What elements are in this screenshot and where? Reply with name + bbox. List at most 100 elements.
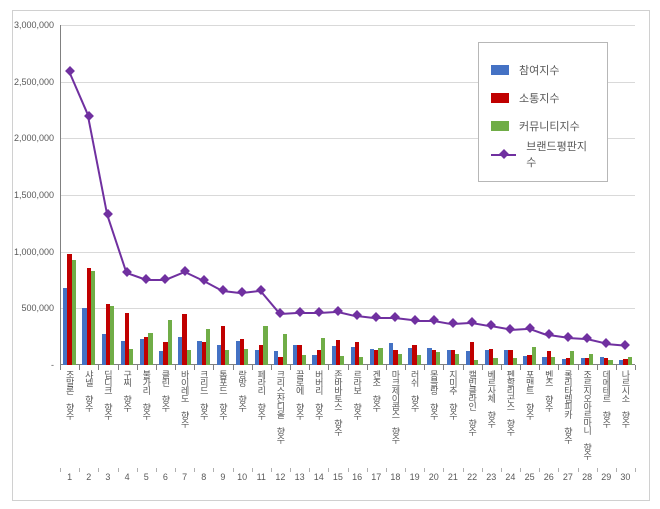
x-index-label: 26 [540,472,558,482]
x-category-label: 구찌 향수 [122,370,131,411]
bar-community [532,347,536,365]
x-index-label: 4 [118,472,136,482]
bar-community [340,356,344,365]
brand-marker [601,338,611,348]
chart-canvas: -500,0001,000,0001,500,0002,000,0002,500… [0,0,660,509]
legend-item-communication: 소통지수 [491,87,595,109]
legend-line-swatch [491,149,516,159]
x-index-label: 2 [80,472,98,482]
x-category-label: 버버리 향수 [314,370,323,419]
y-tick-label: 2,500,000 [0,77,54,87]
bar-community [187,350,191,365]
x-category-label: 지미추 향수 [448,370,457,419]
bar-community [168,320,172,365]
x-index-label: 25 [521,472,539,482]
x-index-label: 13 [291,472,309,482]
brand-marker [410,315,420,325]
x-category-label: 크리스찬디올 향수 [275,370,284,443]
y-tick-label: 3,000,000 [0,20,54,30]
bar-community [110,306,114,365]
x-category-label: 포맨트 향수 [525,370,534,419]
x-category-label: 벤츠 향수 [544,370,553,411]
x-category-label: 조말론 향수 [65,370,74,419]
brand-marker [352,310,362,320]
x-category-label: 데메테르 향수 [601,370,610,427]
x-index-label: 15 [329,472,347,482]
brand-marker [582,333,592,343]
x-index-label: 29 [597,472,615,482]
x-index-label: 5 [137,472,155,482]
bar-community [474,360,478,365]
x-index-label: 20 [425,472,443,482]
bar-community [72,260,76,365]
bar-community [148,333,152,365]
legend-label: 브랜드평판지수 [526,138,595,170]
bar-community [436,352,440,365]
x-index-label: 14 [310,472,328,482]
brand-marker [448,318,458,328]
x-category-label: 바이레도 향수 [180,370,189,427]
x-index-label: 6 [156,472,174,482]
x-index-label: 10 [233,472,251,482]
y-tick-label: 1,000,000 [0,247,54,257]
brand-marker [544,329,554,339]
brand-marker [275,308,285,318]
bar-community [263,326,267,365]
brand-marker [429,315,439,325]
x-index-label: 12 [271,472,289,482]
x-category-label: 나르시소 향수 [620,370,629,427]
x-index-label: 22 [463,472,481,482]
x-index-label: 28 [578,472,596,482]
brand-marker [371,312,381,322]
bar-community [589,354,593,365]
brand-line-segment [68,71,89,116]
legend-item-community: 커뮤니티지수 [491,115,595,137]
x-index-label: 17 [367,472,385,482]
bar-community [283,334,287,365]
brand-marker [563,332,573,342]
brand-marker [467,317,477,327]
x-category-label: 펜할리곤스 향수 [505,370,514,435]
brand-marker [620,340,630,350]
brand-line-segment [106,214,127,272]
x-index-label: 8 [195,472,213,482]
x-axis-numbers: 1234567891011121314151617181920212223242… [60,472,635,488]
brand-marker [390,312,400,322]
bar-community [91,271,95,365]
x-axis-labels: 조말론 향수샤넬 향수딥디크 향수구찌 향수불가리 향수클린 향수바이레도 향수… [60,370,635,465]
x-category-label: 클린 향수 [160,370,169,411]
bar-community [359,357,363,365]
brand-marker [103,209,113,219]
x-category-label: 르라보 향수 [352,370,361,419]
x-category-label: 톰포드 향수 [218,370,227,419]
bar-community [378,348,382,365]
legend-item-participation: 참여지수 [491,59,595,81]
bar-community [628,357,632,365]
x-index-label: 1 [61,472,79,482]
bar-community [398,354,402,365]
bar-community [608,360,612,365]
x-category-label: 크리드 향수 [199,370,208,419]
x-index-label: 21 [444,472,462,482]
legend-label: 소통지수 [519,90,559,106]
brand-marker [505,324,515,334]
x-category-label: 러쉬 향수 [410,370,419,411]
bar-community [225,350,229,365]
bar-community [493,358,497,365]
brand-marker [141,274,151,284]
bar-community [513,358,517,365]
x-index-label: 27 [559,472,577,482]
x-index-label: 24 [501,472,519,482]
x-category-label: 랑방 향수 [237,370,246,411]
x-index-label: 30 [616,472,634,482]
legend-item-brand: 브랜드평판지수 [491,143,595,165]
y-tick-label: - [0,360,54,370]
brand-marker [65,67,75,77]
x-index-label: 16 [348,472,366,482]
x-category-label: 몽블랑 향수 [429,370,438,419]
bar-community [244,349,248,365]
x-category-label: 롤리타렘피카 향수 [563,370,572,443]
x-category-label: 캘빈클라인 향수 [467,370,476,435]
bar-community [302,355,306,365]
brand-marker [486,320,496,330]
